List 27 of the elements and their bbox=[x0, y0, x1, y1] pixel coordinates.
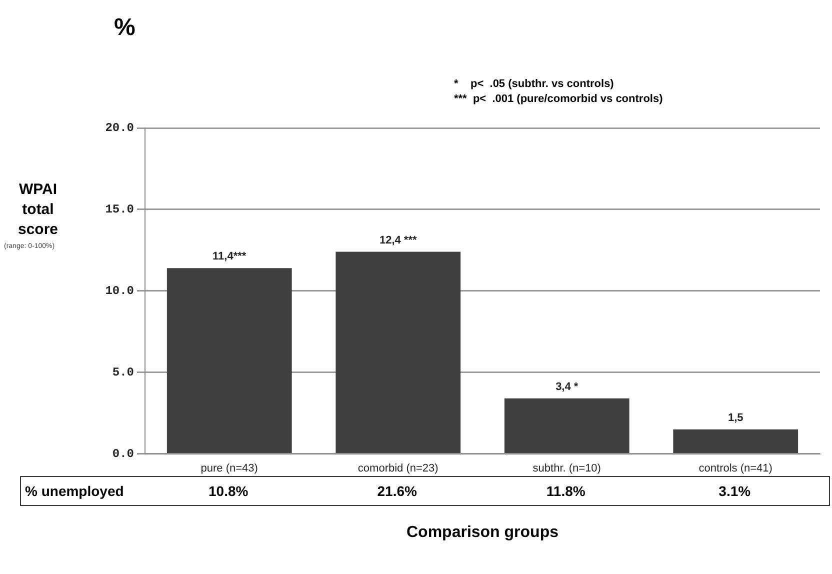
y-tick-label: 20.0 bbox=[105, 121, 134, 136]
bar bbox=[673, 429, 798, 454]
text: % unemployed bbox=[24, 483, 125, 499]
x-tick-label: subthr. (n=10) bbox=[532, 462, 601, 474]
y-tick-label: 5.0 bbox=[112, 365, 134, 380]
bar bbox=[166, 268, 292, 454]
data-label: 11,4*** bbox=[212, 250, 247, 263]
x-tick-label: controls (n=41) bbox=[698, 462, 772, 474]
bar bbox=[336, 252, 461, 454]
text: * p< .05 (subthr. vs controls) bbox=[454, 77, 615, 92]
y-tick-label: 0.0 bbox=[112, 446, 134, 461]
text: % bbox=[114, 14, 136, 42]
y-axis-title: WPAI total score bbox=[16, 180, 60, 240]
x-tick-label: comorbid (n=23) bbox=[358, 462, 438, 474]
x-axis-title: Comparison groups bbox=[405, 524, 560, 542]
y-tick-label: 15.0 bbox=[105, 202, 134, 216]
data-label: 12,4 *** bbox=[379, 234, 418, 246]
y-tick-label: 10.0 bbox=[105, 284, 134, 298]
data-label: 1,5 bbox=[728, 412, 744, 424]
bar bbox=[504, 398, 630, 454]
text: 3.1% bbox=[718, 483, 752, 499]
x-tick-label: pure (n=43) bbox=[200, 462, 258, 474]
text: *** p< .001 (pure/comorbid vs controls) bbox=[454, 92, 663, 107]
text: 11.8% bbox=[545, 483, 586, 499]
text: 10.8% bbox=[208, 483, 250, 499]
text: 21.6% bbox=[376, 483, 418, 499]
data-label: 3,4 * bbox=[556, 380, 579, 393]
